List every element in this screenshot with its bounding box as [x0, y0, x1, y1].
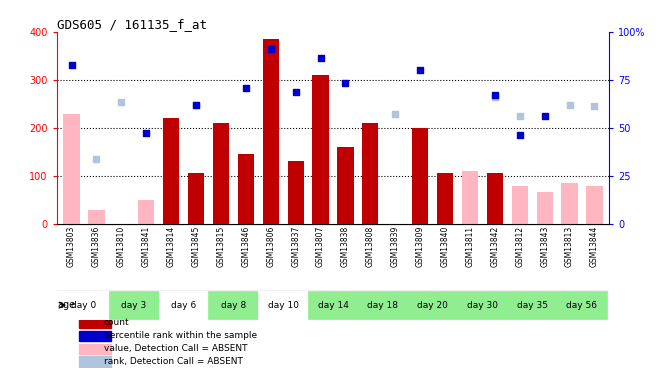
- Text: day 18: day 18: [368, 301, 398, 310]
- Text: GSM13842: GSM13842: [490, 226, 500, 267]
- Text: GSM13845: GSM13845: [192, 226, 200, 267]
- Text: age: age: [57, 300, 75, 310]
- Text: GSM13815: GSM13815: [216, 226, 226, 267]
- Text: GSM13810: GSM13810: [117, 226, 126, 267]
- Text: GSM13839: GSM13839: [391, 226, 400, 267]
- Bar: [437, 173, 453, 223]
- Bar: [59, 291, 109, 319]
- Text: GSM13844: GSM13844: [590, 226, 599, 267]
- Text: count: count: [104, 318, 129, 327]
- Bar: [163, 118, 179, 224]
- Bar: [586, 186, 603, 224]
- Text: day 14: day 14: [318, 301, 348, 310]
- Bar: [213, 123, 229, 224]
- Bar: [288, 161, 304, 224]
- Point: [490, 92, 500, 98]
- Point: [315, 55, 326, 61]
- Text: rank, Detection Call = ABSENT: rank, Detection Call = ABSENT: [104, 357, 242, 366]
- Text: GSM13840: GSM13840: [440, 226, 450, 267]
- Point: [66, 62, 77, 68]
- Text: percentile rank within the sample: percentile rank within the sample: [104, 332, 256, 340]
- Text: GSM13806: GSM13806: [266, 226, 275, 267]
- Text: GSM13837: GSM13837: [291, 226, 300, 267]
- Text: GSM13838: GSM13838: [341, 226, 350, 267]
- Bar: [138, 200, 155, 223]
- Bar: [507, 291, 557, 319]
- Text: GSM13841: GSM13841: [142, 226, 151, 267]
- Text: day 8: day 8: [220, 301, 246, 310]
- Text: day 30: day 30: [467, 301, 498, 310]
- Text: GSM13812: GSM13812: [515, 226, 524, 267]
- Point: [415, 67, 426, 73]
- Text: day 3: day 3: [121, 301, 147, 310]
- Point: [116, 99, 127, 105]
- Text: GSM13843: GSM13843: [540, 226, 549, 267]
- Point: [490, 94, 500, 100]
- Text: day 10: day 10: [268, 301, 298, 310]
- Bar: [208, 291, 258, 319]
- Bar: [159, 291, 208, 319]
- Bar: [487, 173, 503, 223]
- Text: GSM13803: GSM13803: [67, 226, 76, 267]
- Bar: [362, 123, 378, 224]
- Point: [240, 86, 251, 92]
- Point: [266, 46, 276, 52]
- Bar: [188, 173, 204, 223]
- Bar: [308, 291, 358, 319]
- Text: day 0: day 0: [71, 301, 97, 310]
- Bar: [79, 356, 111, 366]
- Bar: [511, 186, 528, 224]
- Text: GSM13809: GSM13809: [416, 226, 425, 267]
- Text: day 6: day 6: [171, 301, 196, 310]
- Bar: [238, 154, 254, 224]
- Bar: [537, 192, 553, 224]
- Text: day 35: day 35: [517, 301, 547, 310]
- Text: GSM13836: GSM13836: [92, 226, 101, 267]
- Point: [190, 102, 201, 108]
- Bar: [312, 75, 328, 224]
- Bar: [358, 291, 408, 319]
- Text: GSM13808: GSM13808: [366, 226, 375, 267]
- Point: [190, 102, 201, 108]
- Text: GSM13846: GSM13846: [241, 226, 250, 267]
- Point: [91, 156, 102, 162]
- Bar: [561, 183, 577, 224]
- Point: [539, 113, 550, 119]
- Point: [141, 130, 152, 136]
- Text: GDS605 / 161135_f_at: GDS605 / 161135_f_at: [57, 18, 206, 31]
- Point: [340, 80, 351, 86]
- Bar: [89, 210, 105, 224]
- Point: [290, 89, 301, 95]
- Bar: [63, 114, 80, 224]
- Point: [390, 111, 400, 117]
- Bar: [79, 318, 111, 328]
- Text: GSM13811: GSM13811: [466, 226, 474, 267]
- Point: [514, 132, 525, 138]
- Bar: [262, 39, 279, 224]
- Text: day 56: day 56: [567, 301, 597, 310]
- Bar: [462, 171, 478, 224]
- Point: [564, 102, 575, 108]
- Bar: [437, 174, 453, 223]
- Text: value, Detection Call = ABSENT: value, Detection Call = ABSENT: [104, 344, 247, 353]
- Bar: [79, 331, 111, 341]
- Bar: [258, 291, 308, 319]
- Text: GSM13807: GSM13807: [316, 226, 325, 267]
- Text: GSM13813: GSM13813: [565, 226, 574, 267]
- Bar: [412, 128, 428, 224]
- Bar: [79, 344, 111, 354]
- Bar: [109, 291, 159, 319]
- Bar: [408, 291, 458, 319]
- Bar: [338, 147, 354, 224]
- Point: [514, 113, 525, 119]
- Bar: [362, 186, 378, 224]
- Bar: [557, 291, 607, 319]
- Point: [589, 103, 600, 109]
- Text: day 20: day 20: [417, 301, 448, 310]
- Bar: [458, 291, 507, 319]
- Text: GSM13814: GSM13814: [166, 226, 176, 267]
